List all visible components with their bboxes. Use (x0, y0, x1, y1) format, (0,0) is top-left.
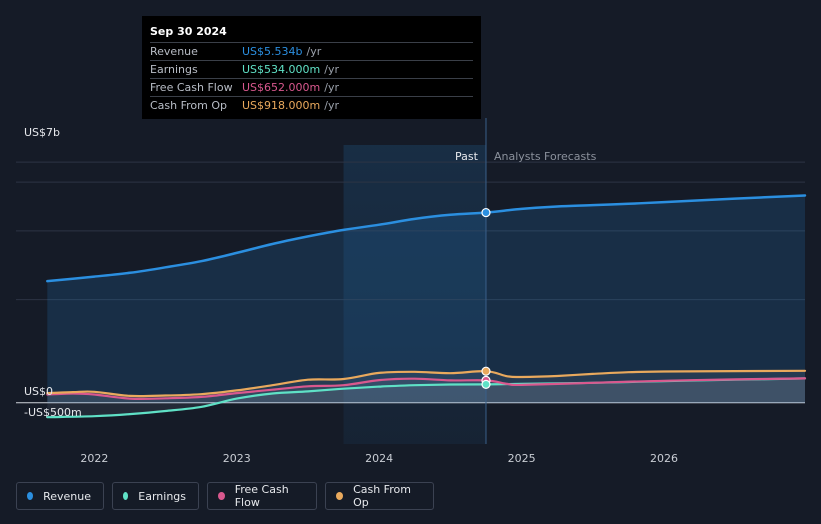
tooltip-label: Cash From Op (150, 99, 228, 112)
free-cash-flow-area (47, 378, 806, 403)
cash-from-op-area (47, 370, 806, 403)
tooltip-label: Earnings (150, 63, 198, 76)
tooltip-unit: /yr (306, 45, 322, 58)
earnings-area (47, 378, 806, 418)
legend-label: Free Cash Flow (234, 483, 289, 509)
y-axis-top-label: US$7b (24, 126, 60, 139)
forecast-label: Analysts Forecasts (494, 150, 597, 163)
revenue-line (46, 194, 807, 283)
tooltip-value: US$652.000m (242, 81, 321, 94)
tooltip-unit: /yr (324, 99, 339, 112)
legend-label: Revenue (43, 489, 91, 503)
legend-label: Earnings (138, 489, 186, 503)
tooltip-label: Revenue (150, 45, 198, 58)
tooltip: Sep 30 2024 Revenue US$5.534b /yr Earnin… (142, 16, 481, 119)
legend-item-free-cash-flow[interactable]: Free Cash Flow (207, 482, 317, 510)
legend-dot-icon (27, 492, 34, 500)
free-cash-flow-line (46, 377, 807, 400)
x-tick-label: 2025 (508, 452, 536, 465)
tooltip-unit: /yr (324, 81, 339, 94)
x-tick-label: 2026 (650, 452, 678, 465)
earnings-marker (481, 379, 491, 390)
legend-label: Cash From Op (353, 483, 411, 509)
legend-item-cash-from-op[interactable]: Cash From Op (325, 482, 434, 510)
tooltip-value: US$5.534b (242, 45, 303, 58)
legend: Revenue Earnings Free Cash Flow Cash Fro… (16, 482, 434, 510)
tooltip-label: Free Cash Flow (150, 81, 233, 94)
legend-item-revenue[interactable]: Revenue (16, 482, 104, 510)
tooltip-value: US$918.000m (242, 99, 321, 112)
legend-item-earnings[interactable]: Earnings (112, 482, 199, 510)
tooltip-row-free-cash-flow: Free Cash Flow US$652.000m /yr (150, 78, 473, 96)
revenue-marker (481, 207, 491, 218)
x-tick-label: 2023 (223, 452, 251, 465)
y-axis-zero-label: US$0 (24, 385, 53, 398)
tooltip-row-revenue: Revenue US$5.534b /yr (150, 42, 473, 60)
tooltip-value: US$534.000m (242, 63, 321, 76)
tooltip-row-cash-from-op: Cash From Op US$918.000m /yr (150, 96, 473, 114)
legend-dot-icon (336, 492, 344, 500)
cash-from-op-marker (481, 366, 491, 376)
tooltip-date: Sep 30 2024 (150, 25, 227, 38)
x-tick-label: 2024 (365, 452, 393, 465)
x-tick-label: 2022 (80, 452, 108, 465)
tooltip-row-earnings: Earnings US$534.000m /yr (150, 60, 473, 78)
past-label: Past (455, 150, 479, 163)
cash-from-op-line (46, 369, 807, 398)
legend-dot-icon (123, 492, 129, 500)
revenue-area (47, 195, 806, 403)
legend-dot-icon (218, 492, 225, 500)
tooltip-unit: /yr (324, 63, 339, 76)
y-axis-bottom-label: -US$500m (24, 406, 82, 419)
past-period-shade (343, 145, 486, 444)
